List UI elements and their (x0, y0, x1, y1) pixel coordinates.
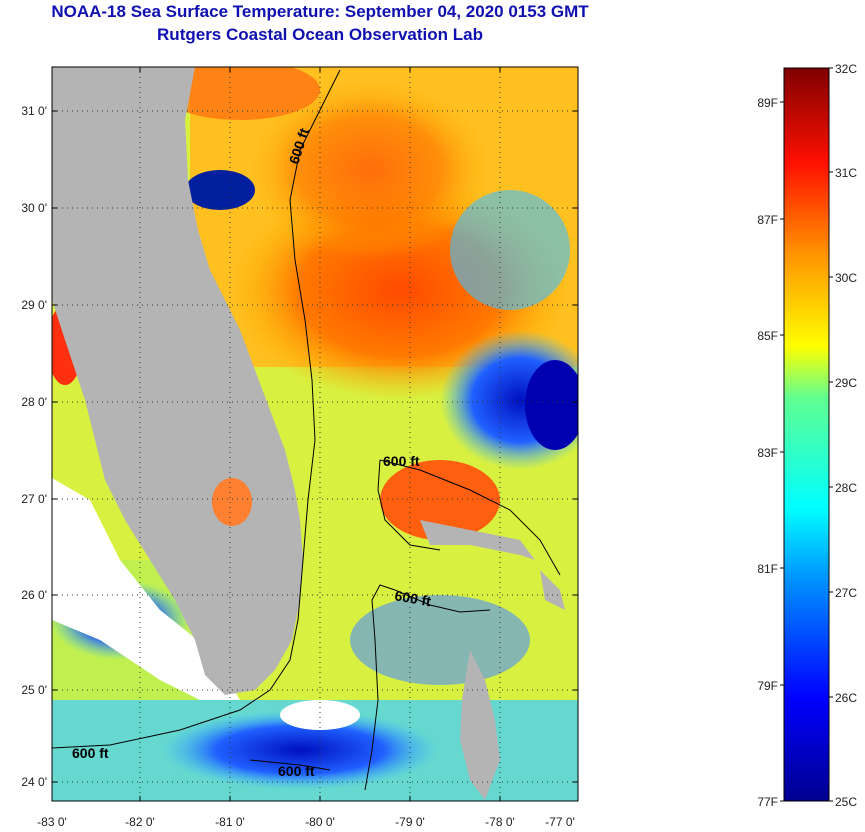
fahrenheit-label: 79F (757, 679, 778, 693)
map-title: NOAA-18 Sea Surface Temperature: Septemb… (51, 2, 589, 21)
lon-label: -79 0' (395, 815, 425, 829)
celsius-label: 25C (835, 795, 857, 809)
fahrenheit-label: 87F (757, 213, 778, 227)
contour-label-4: 600 ft (72, 745, 109, 761)
lon-label: -83 0' (37, 815, 67, 829)
bathymetry-contours (51, 69, 561, 791)
lon-label: -82 0' (125, 815, 155, 829)
celsius-label: 32C (835, 62, 857, 76)
celsius-label: 31C (835, 166, 857, 180)
bahamas-andros (460, 650, 500, 800)
latitude-labels: 31 0' 30 0' 29 0' 28 0' 27 0' 26 0' 25 0… (21, 104, 47, 789)
florida-landmass (52, 67, 303, 695)
lat-label: 28 0' (21, 395, 47, 409)
map-frame (51, 66, 579, 802)
lat-label: 30 0' (21, 201, 47, 215)
fahrenheit-label: 77F (757, 795, 778, 809)
axis-ticks (52, 67, 578, 801)
colorbar-ticks (780, 67, 833, 802)
lat-label: 31 0' (21, 104, 47, 118)
fahrenheit-label: 89F (757, 96, 778, 110)
celsius-label: 27C (835, 586, 857, 600)
contour-label-5: 600 ft (278, 763, 315, 779)
celsius-label: 29C (835, 376, 857, 390)
fahrenheit-label: 83F (757, 446, 778, 460)
lon-label: -77 0' (545, 815, 575, 829)
fahrenheit-label: 81F (757, 562, 778, 576)
fahrenheit-labels: 89F 87F 85F 83F 81F 79F 77F (757, 96, 778, 809)
celsius-label: 26C (835, 691, 857, 705)
lat-label: 27 0' (21, 492, 47, 506)
lon-label: -78 0' (485, 815, 515, 829)
lat-label: 25 0' (21, 683, 47, 697)
lon-label: -80 0' (305, 815, 335, 829)
fahrenheit-label: 85F (757, 329, 778, 343)
lon-label: -81 0' (215, 815, 245, 829)
map-subtitle: Rutgers Coastal Ocean Observation Lab (157, 25, 483, 44)
bahamas-grand-bahama (420, 520, 535, 560)
celsius-label: 28C (835, 481, 857, 495)
sst-field (52, 67, 578, 801)
celsius-labels: 32C 31C 30C 29C 28C 27C 26C 25C (835, 62, 857, 809)
contour-label-3: 600 ft (393, 587, 432, 609)
longitude-labels: -83 0' -82 0' -81 0' -80 0' -79 0' -78 0… (37, 815, 575, 829)
lat-label: 24 0' (21, 775, 47, 789)
contour-label-2: 600 ft (383, 453, 420, 469)
lat-label: 26 0' (21, 588, 47, 602)
celsius-label: 30C (835, 271, 857, 285)
temperature-colorbar (783, 67, 830, 802)
lat-label: 29 0' (21, 298, 47, 312)
lake-okeechobee (212, 478, 252, 526)
